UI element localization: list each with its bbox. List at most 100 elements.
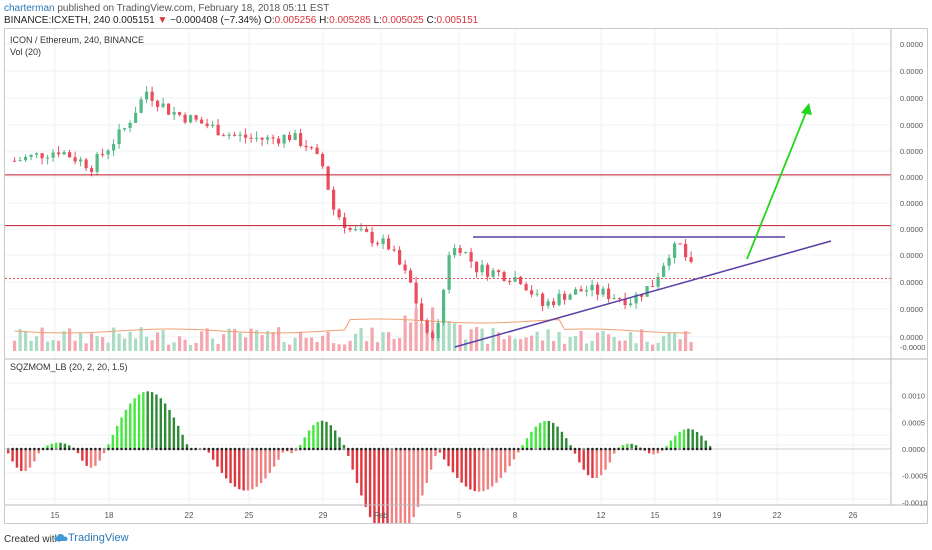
price-tick-label: 0.0000	[900, 173, 923, 182]
squeeze-dot	[673, 447, 677, 451]
candle-body	[238, 134, 242, 136]
volume-bar	[618, 340, 622, 351]
squeeze-dot	[190, 447, 193, 451]
candle-body	[590, 284, 594, 291]
momentum-bar	[373, 449, 376, 526]
volume-bar	[282, 341, 286, 351]
volume-bar	[398, 337, 402, 351]
squeeze-dot	[33, 447, 36, 451]
squeeze-dot	[508, 447, 511, 451]
volume-bar	[321, 335, 325, 351]
candle-body	[117, 129, 121, 145]
tradingview-brand[interactable]: TradingView	[68, 532, 129, 544]
candle-body	[557, 293, 561, 306]
momentum-bar	[543, 420, 546, 449]
squeeze-dot	[530, 447, 533, 451]
momentum-bar	[50, 443, 53, 449]
squeeze-dot	[6, 447, 10, 451]
squeeze-dot	[351, 447, 354, 451]
momentum-bar	[438, 449, 442, 453]
candle-body	[161, 103, 165, 107]
candle-body	[337, 209, 341, 218]
candle-body	[601, 288, 605, 295]
volume-bar	[651, 344, 655, 351]
volume-bar	[79, 333, 83, 351]
momentum-tick-label: -0.0010	[902, 498, 927, 507]
squeeze-dot	[163, 447, 167, 451]
volume-bar	[502, 339, 506, 351]
squeeze-dot	[268, 447, 272, 451]
candle-body	[35, 153, 39, 155]
candle-body	[376, 243, 380, 245]
squeeze-dot	[639, 447, 642, 451]
volume-bar	[601, 330, 605, 351]
squeeze-dot	[678, 447, 681, 451]
volume-bar	[68, 328, 72, 351]
volume-bar	[51, 339, 55, 351]
momentum-bar	[68, 445, 71, 449]
momentum-bar	[94, 449, 97, 466]
momentum-tick-label: 0.0005	[902, 418, 925, 427]
squeeze-dot	[107, 447, 110, 451]
momentum-bar	[499, 449, 503, 478]
squeeze-dot	[281, 447, 285, 451]
momentum-bar	[490, 449, 494, 487]
candle-body	[381, 238, 385, 245]
momentum-bar	[290, 449, 293, 454]
candle-body	[271, 137, 275, 139]
squeeze-dot	[464, 447, 468, 451]
candle-body	[634, 294, 638, 304]
candle-body	[244, 134, 248, 138]
momentum-bar	[229, 449, 232, 484]
chart-area[interactable]: 0.0000 0.0000 0.0000 0.0000 0.0000 0.0000 0.00…	[4, 28, 928, 542]
squeeze-dot	[695, 447, 699, 451]
momentum-bar	[264, 449, 267, 479]
candle-body	[46, 157, 50, 159]
open-value: 0.005256	[274, 15, 317, 26]
squeeze-dot	[691, 447, 695, 451]
volume-bar	[634, 343, 638, 351]
candle-body	[79, 159, 83, 162]
volume-bar	[73, 340, 77, 351]
momentum-bar	[316, 421, 319, 449]
volume-bar	[563, 343, 567, 351]
author-link[interactable]: charterman	[4, 3, 55, 14]
volume-bar	[535, 331, 539, 351]
momentum-bar	[495, 449, 498, 483]
price-tick-label: 0.0000	[900, 225, 923, 234]
momentum-bar	[329, 425, 333, 449]
volume-bar	[332, 343, 336, 351]
candle-body	[480, 264, 484, 273]
candle-body	[365, 229, 369, 232]
momentum-bar	[613, 449, 616, 454]
volume-bar	[469, 329, 473, 351]
squeeze-dot	[482, 447, 485, 451]
volume-bar	[304, 337, 308, 351]
momentum-bar	[674, 435, 677, 449]
squeeze-dot	[386, 447, 389, 451]
squeeze-dot	[512, 447, 516, 451]
candle-body	[29, 154, 33, 157]
chart-svg[interactable]: 0.0000 0.0000 0.0000 0.0000 0.0000 0.0000 0.00…	[5, 29, 927, 542]
momentum-bar	[360, 449, 363, 496]
squeeze-dot	[67, 447, 71, 451]
volume-indicator-label: Vol (20)	[10, 47, 41, 57]
squeeze-dot	[364, 447, 368, 451]
candle-body	[266, 137, 270, 140]
volume-bar	[35, 336, 39, 351]
volume-bar	[541, 340, 545, 351]
momentum-bar	[259, 449, 263, 484]
squeeze-dot	[617, 447, 620, 451]
candle-body	[139, 99, 143, 113]
momentum-bar	[390, 449, 394, 542]
squeeze-dot	[54, 447, 58, 451]
footer: Created with TradingView	[0, 528, 932, 550]
price-tick-label: 0.0000	[900, 121, 923, 130]
momentum-bar	[560, 431, 564, 449]
candle-body	[332, 189, 336, 210]
squeeze-dot	[272, 447, 276, 451]
volume-bar	[596, 332, 600, 351]
volume-bar	[24, 330, 28, 351]
volume-bar	[161, 330, 165, 351]
squeeze-dot	[181, 447, 184, 451]
